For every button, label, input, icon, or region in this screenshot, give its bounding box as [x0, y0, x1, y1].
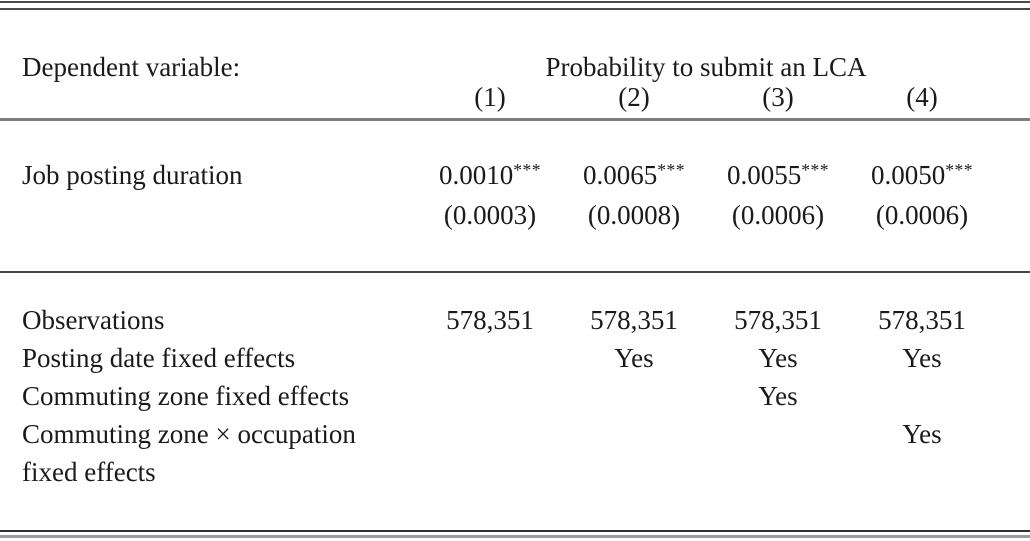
standard-error-1: (0.0003) — [443, 200, 537, 230]
column-number-3: (3) — [762, 82, 794, 112]
coefficient-value-2: 0.0065*** — [582, 160, 686, 190]
bottom-rule-line-1 — [0, 530, 1030, 532]
commuting-zone-occupation-fe-row: Commuting zone × occupation fixed effect… — [0, 415, 1030, 491]
observations-value-3: 578,351 — [734, 305, 822, 335]
fe-cell: Yes — [758, 381, 798, 411]
observations-value-2: 578,351 — [590, 305, 678, 335]
commuting-zone-fe-row: Commuting zone fixed effects Yes — [0, 377, 1030, 415]
significance-stars: *** — [801, 160, 830, 181]
observations-value-4: 578,351 — [878, 305, 966, 335]
coefficient-row: Job posting duration 0.0010*** 0.0065***… — [0, 157, 1030, 197]
coefficient-label: Job posting duration — [22, 160, 243, 190]
observations-row: Observations 578,351 578,351 578,351 578… — [0, 301, 1030, 339]
fe-cell: Yes — [614, 343, 654, 373]
header-row: Dependent variable: Probability to submi… — [0, 52, 1030, 82]
standard-error-4: (0.0006) — [875, 200, 969, 230]
bottom-rule-line-2 — [0, 535, 1030, 538]
fe-cell: Yes — [902, 343, 942, 373]
standard-error-2: (0.0008) — [587, 200, 681, 230]
significance-stars: *** — [657, 160, 686, 181]
column-number-4: (4) — [906, 82, 938, 112]
header-divider-rule — [0, 118, 1030, 121]
coefficient-value-1: 0.0010*** — [438, 160, 542, 190]
dependent-variable-value: Probability to submit an LCA — [545, 52, 867, 82]
standard-error-row: (0.0003) (0.0008) (0.0006) (0.0006) — [0, 197, 1030, 234]
double-rule-top — [0, 0, 1030, 10]
dependent-variable-label: Dependent variable: — [22, 52, 241, 82]
summary-row-label: Posting date fixed effects — [22, 343, 296, 373]
top-rule-line-2 — [0, 8, 1030, 10]
summary-row-label: Observations — [22, 305, 165, 335]
section-divider-rule — [0, 271, 1030, 273]
posting-date-fe-row: Posting date fixed effects Yes Yes Yes — [0, 339, 1030, 377]
significance-stars: *** — [945, 160, 974, 181]
fe-cell: Yes — [902, 419, 942, 449]
significance-stars: *** — [513, 160, 542, 181]
standard-error-3: (0.0006) — [731, 200, 825, 230]
top-rule-line-1 — [0, 1, 1030, 3]
coefficient-value-4: 0.0050*** — [870, 160, 974, 190]
column-number-2: (2) — [618, 82, 650, 112]
summary-row-label: Commuting zone fixed effects — [22, 381, 350, 411]
double-rule-bottom — [0, 530, 1030, 538]
fe-cell: Yes — [758, 343, 798, 373]
coefficient-value-3: 0.0055*** — [726, 160, 830, 190]
column-number-1: (1) — [474, 82, 506, 112]
observations-value-1: 578,351 — [446, 305, 534, 335]
summary-row-label: Commuting zone × occupation fixed effect… — [22, 419, 356, 487]
column-numbers-row: (1) (2) (3) (4) — [0, 82, 1030, 112]
